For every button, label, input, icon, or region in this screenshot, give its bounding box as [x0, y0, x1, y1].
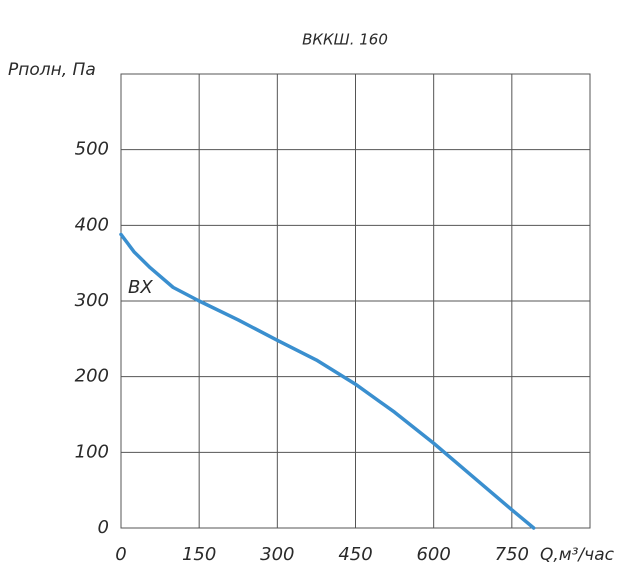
curve: [119, 232, 536, 530]
x-tick-label: 450: [338, 544, 372, 565]
x-tick-label: 0: [115, 544, 126, 565]
x-axis-label: Q,м³/час: [540, 545, 615, 565]
chart-title: ВККШ. 160: [302, 31, 388, 49]
x-tick-label: 750: [495, 544, 529, 565]
curve-label: ВХ: [128, 277, 153, 298]
y-tick-label: 100: [75, 441, 109, 462]
x-tick-label: 150: [182, 544, 216, 565]
y-axis-label: Pполн, Па: [8, 60, 96, 80]
x-tick-label: 300: [260, 544, 294, 565]
x-tick-label: 600: [416, 544, 450, 565]
y-tick-label: 0: [98, 517, 109, 538]
y-tick-label: 400: [75, 214, 109, 235]
y-tick-label: 500: [75, 139, 109, 160]
y-tick-label: 300: [75, 290, 109, 311]
y-tick-label: 200: [75, 366, 109, 387]
